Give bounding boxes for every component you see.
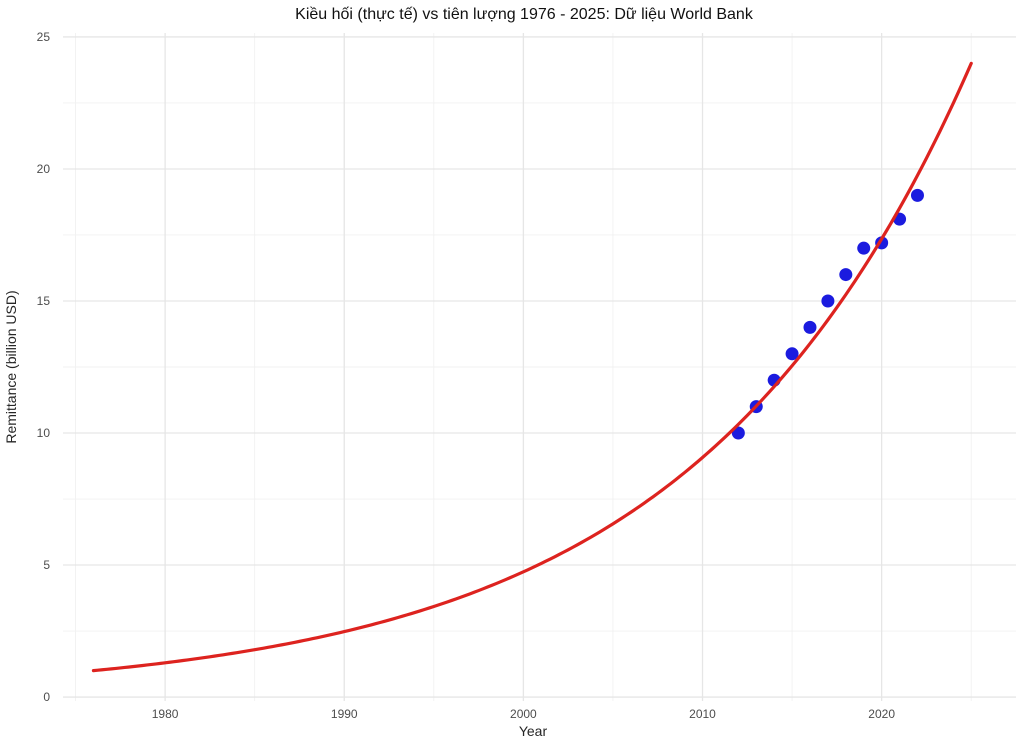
chart-title: Kiều hối (thực tế) vs tiên lượng 1976 - … [295,6,753,23]
y-tick-label: 5 [43,558,50,572]
data-point [910,188,924,202]
y-tick-label: 10 [37,426,51,440]
data-point [731,426,745,440]
data-point [785,347,799,361]
data-point [803,320,817,334]
y-tick-label: 20 [37,162,51,176]
x-tick-label: 1980 [152,707,179,721]
x-tick-label: 2020 [868,707,895,721]
x-tick-label: 2010 [689,707,716,721]
y-tick-label: 0 [43,690,50,704]
x-axis-label: Year [518,723,548,739]
y-tick-label: 25 [37,30,51,44]
data-point [839,268,853,282]
y-tick-label: 15 [37,294,51,308]
x-tick-label: 1990 [331,707,358,721]
x-tick-label: 2000 [510,707,537,721]
data-point [857,241,871,255]
data-point [821,294,835,308]
forecast-curve [91,61,973,673]
